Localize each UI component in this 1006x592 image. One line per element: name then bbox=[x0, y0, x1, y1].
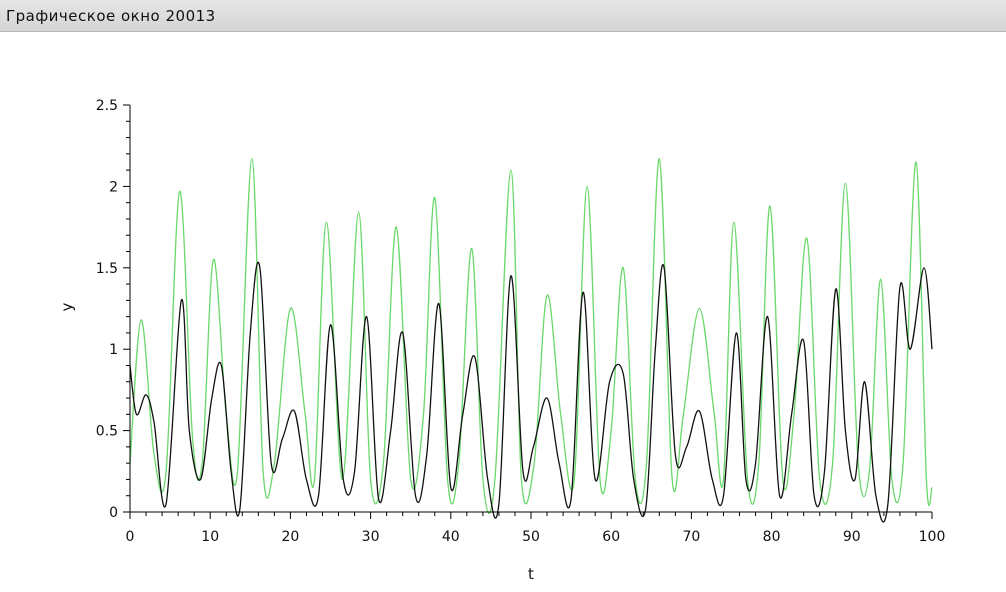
x-tick-label: 90 bbox=[843, 529, 861, 545]
x-tick-label: 0 bbox=[126, 529, 135, 545]
y-tick-label: 1 bbox=[109, 342, 118, 358]
x-tick-label: 10 bbox=[201, 529, 219, 545]
x-axis-label: t bbox=[528, 565, 534, 583]
x-tick-label: 100 bbox=[919, 529, 946, 545]
y-tick-label: 0.5 bbox=[96, 424, 118, 440]
y-tick-label: 0 bbox=[109, 505, 118, 521]
line-chart: 0 10 20 30 40 50 60 70 80 90 100 0 0.5 1 1.5 2 2.5 t y bbox=[58, 98, 946, 583]
window-title: Графическое окно 20013 bbox=[6, 7, 216, 25]
series-layer bbox=[129, 158, 933, 523]
x-tick-label: 40 bbox=[442, 529, 460, 545]
x-tick-label: 20 bbox=[281, 529, 299, 545]
y-tick-label: 2.5 bbox=[96, 98, 118, 114]
y-tick-label: 1.5 bbox=[96, 261, 118, 277]
x-tick-label: 80 bbox=[763, 529, 781, 545]
x-tick-label: 50 bbox=[522, 529, 540, 545]
tick-layer: 0 10 20 30 40 50 60 70 80 90 100 0 0.5 1 1.5 2 2.5 bbox=[96, 98, 946, 545]
window-titlebar[interactable]: Графическое окно 20013 bbox=[0, 0, 1006, 32]
x-tick-label: 30 bbox=[362, 529, 380, 545]
y-axis-label: y bbox=[58, 302, 76, 311]
series-line-2 bbox=[129, 158, 933, 515]
x-tick-label: 60 bbox=[602, 529, 620, 545]
series-line-1 bbox=[129, 261, 933, 523]
y-tick-label: 2 bbox=[109, 179, 118, 195]
x-tick-label: 70 bbox=[682, 529, 700, 545]
plot-canvas[interactable]: 0 10 20 30 40 50 60 70 80 90 100 0 0.5 1 1.5 2 2.5 t y bbox=[0, 32, 1006, 588]
